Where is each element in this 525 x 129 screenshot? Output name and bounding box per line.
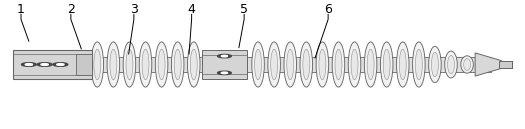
- Ellipse shape: [364, 42, 377, 87]
- Ellipse shape: [316, 42, 329, 87]
- Ellipse shape: [445, 51, 457, 78]
- Ellipse shape: [126, 49, 133, 80]
- Text: 2: 2: [67, 3, 75, 15]
- Ellipse shape: [464, 59, 470, 70]
- Ellipse shape: [268, 42, 280, 87]
- Ellipse shape: [271, 49, 278, 80]
- Ellipse shape: [252, 42, 265, 87]
- Ellipse shape: [91, 42, 103, 87]
- Bar: [81, 57, 491, 72]
- Bar: [76, 54, 92, 75]
- Ellipse shape: [400, 49, 406, 80]
- Ellipse shape: [187, 42, 200, 87]
- Bar: [202, 50, 247, 79]
- Circle shape: [25, 64, 33, 65]
- Text: 6: 6: [324, 3, 332, 15]
- Ellipse shape: [255, 49, 261, 80]
- Ellipse shape: [332, 42, 345, 87]
- Ellipse shape: [415, 49, 422, 80]
- Ellipse shape: [413, 42, 425, 87]
- Ellipse shape: [158, 49, 165, 80]
- Circle shape: [41, 64, 48, 65]
- Ellipse shape: [139, 42, 152, 87]
- Ellipse shape: [461, 56, 474, 73]
- Ellipse shape: [107, 42, 120, 87]
- Ellipse shape: [300, 42, 312, 87]
- Circle shape: [22, 63, 36, 66]
- Text: 4: 4: [188, 3, 195, 15]
- Text: 5: 5: [240, 3, 248, 15]
- Ellipse shape: [94, 49, 101, 80]
- Text: 3: 3: [130, 3, 138, 15]
- Ellipse shape: [190, 49, 197, 80]
- Circle shape: [222, 72, 228, 74]
- Bar: [499, 61, 512, 68]
- Ellipse shape: [174, 49, 181, 80]
- Ellipse shape: [284, 42, 297, 87]
- Text: 1: 1: [17, 3, 25, 15]
- Circle shape: [222, 55, 228, 57]
- Ellipse shape: [383, 49, 390, 80]
- Ellipse shape: [123, 42, 136, 87]
- Ellipse shape: [171, 42, 184, 87]
- Ellipse shape: [319, 49, 326, 80]
- Ellipse shape: [396, 42, 409, 87]
- Ellipse shape: [432, 52, 438, 77]
- Ellipse shape: [428, 46, 441, 83]
- Circle shape: [218, 71, 231, 75]
- Circle shape: [37, 63, 52, 66]
- Polygon shape: [475, 53, 501, 76]
- Ellipse shape: [142, 49, 149, 80]
- Circle shape: [53, 63, 68, 66]
- Ellipse shape: [155, 42, 168, 87]
- Ellipse shape: [335, 49, 342, 80]
- Ellipse shape: [351, 49, 358, 80]
- Circle shape: [57, 64, 64, 65]
- Ellipse shape: [381, 42, 393, 87]
- Bar: [13, 50, 92, 79]
- Ellipse shape: [303, 49, 310, 80]
- Ellipse shape: [110, 49, 117, 80]
- Circle shape: [218, 54, 231, 58]
- Ellipse shape: [367, 49, 374, 80]
- Ellipse shape: [287, 49, 293, 80]
- Ellipse shape: [447, 55, 455, 74]
- Ellipse shape: [348, 42, 361, 87]
